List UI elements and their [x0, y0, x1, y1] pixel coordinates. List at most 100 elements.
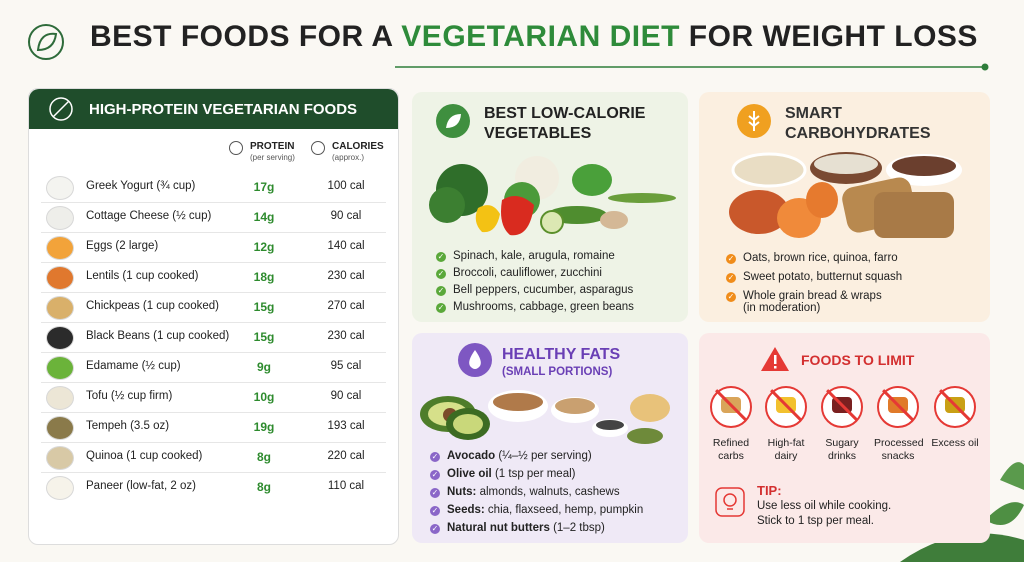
veg-icon [436, 104, 470, 138]
title-end: FOR WEIGHT LOSS [688, 20, 978, 53]
food-name: Tofu (½ cup firm) [86, 390, 173, 402]
bullet-item: Natural nut butters (1–2 tbsp) [447, 522, 605, 534]
bullet-icon: ✓ [726, 254, 736, 264]
food-name: Tempeh (3.5 oz) [86, 420, 170, 432]
protein-value: 10g [253, 390, 275, 404]
bullet-text: (1–2 tbsp) [553, 522, 605, 534]
row-divider [41, 472, 386, 473]
food-image [46, 356, 74, 380]
food-image [46, 296, 74, 320]
tip-line: Stick to 1 tsp per meal. [757, 515, 874, 527]
vegetables-title: BEST LOW-CALORIE VEGETABLES [484, 105, 646, 142]
protein-value: 19g [253, 420, 275, 434]
protein-value: 12g [253, 240, 275, 254]
limit-label: Sugary drinks [825, 437, 859, 462]
fats-image [420, 390, 670, 444]
food-name: Edamame (½ cup) [86, 360, 181, 372]
calorie-value: 90 cal [330, 210, 362, 222]
bullet-item: Oats, brown rice, quinoa, farro [743, 252, 898, 264]
carbs-title: SMART CARBOHYDRATES [785, 105, 931, 142]
bullet-item: Seeds: chia, flaxseed, hemp, pumpkin [447, 504, 643, 516]
food-name: Greek Yogurt (¾ cup) [86, 180, 196, 192]
calorie-value: 230 cal [327, 330, 365, 342]
column-note: (approx.) [332, 153, 365, 162]
bullet-bold: Avocado [447, 450, 496, 462]
bullet-icon: ✓ [430, 524, 440, 534]
calorie-value: 110 cal [327, 480, 365, 492]
limit-label: Refined carbs [712, 437, 750, 462]
warning-icon [761, 347, 789, 371]
carbs-icon [737, 104, 771, 138]
bullet-text: (¼–½ per serving) [498, 450, 592, 462]
protein-value: 8g [256, 480, 271, 494]
veg-image [429, 156, 676, 236]
protein-value: 14g [253, 210, 275, 224]
calorie-value: 230 cal [327, 270, 365, 282]
row-divider [41, 352, 386, 353]
fats-title: HEALTHY FATS [502, 346, 621, 363]
bullet-bold: Seeds: [447, 504, 485, 516]
food-image [46, 446, 74, 470]
bullet-icon: ✓ [430, 470, 440, 480]
calorie-value: 270 cal [327, 300, 365, 312]
column-icon [311, 141, 325, 155]
protein-icon [49, 97, 73, 121]
title-start: BEST FOODS FOR A [90, 20, 393, 53]
row-divider [41, 322, 386, 323]
row-divider [41, 412, 386, 413]
protein-value: 17g [253, 180, 275, 194]
calorie-value: 140 cal [327, 240, 365, 252]
bullet-item: Sweet potato, butternut squash [743, 271, 903, 283]
bullet-item: Olive oil (1 tsp per meal) [447, 468, 575, 480]
bullet-text: chia, flaxseed, hemp, pumpkin [487, 504, 644, 516]
limit-label: Excess oil [931, 437, 979, 449]
bullet-item: Spinach, kale, arugula, romaine [453, 250, 615, 262]
carbs-card: SMART CARBOHYDRATES [699, 92, 990, 322]
calorie-value: 100 cal [327, 180, 365, 192]
title: BEST FOODS FOR A VEGETARIAN DIET FOR WEI… [90, 20, 978, 54]
limit-label: Processed snacks [874, 437, 924, 462]
bullet-bold: Nuts: [447, 486, 477, 498]
tip-text: Use less oil while cooking. Stick to 1 t… [757, 499, 891, 529]
calorie-value: 193 cal [327, 420, 365, 432]
protein-title: HIGH-PROTEIN VEGETARIAN FOODS [89, 101, 358, 118]
food-name: Lentils (1 cup cooked) [86, 270, 199, 282]
bullet-item: Bell peppers, cucumber, asparagus [453, 284, 634, 296]
title-highlight: VEGETARIAN DIET [401, 20, 680, 53]
food-name: Chickpeas (1 cup cooked) [86, 300, 219, 312]
column-icon [229, 141, 243, 155]
bullet-item: Avocado (¼–½ per serving) [447, 450, 592, 462]
protein-header [29, 89, 398, 129]
bullet-icon: ✓ [436, 286, 446, 296]
protein-value: 9g [256, 360, 271, 374]
fats-card: HEALTHY FATS (SMALL PORTIONS) [412, 333, 688, 543]
food-image [46, 236, 74, 260]
row-divider [41, 382, 386, 383]
food-name: Eggs (2 large) [86, 240, 159, 252]
food-image [46, 386, 74, 410]
row-divider [41, 202, 386, 203]
vegetables-card: BEST LOW-CALORIE VEGETABLES [412, 92, 688, 322]
bullet-icon: ✓ [430, 506, 440, 516]
bullet-icon: ✓ [436, 269, 446, 279]
food-name: Black Beans (1 cup cooked) [86, 330, 230, 342]
column-label: CALORIES [332, 141, 384, 152]
calorie-value: 220 cal [327, 450, 365, 462]
column-note: (per serving) [250, 153, 295, 162]
row-divider [41, 442, 386, 443]
bullet-text: (1 tsp per meal) [494, 468, 576, 480]
protein-value: 8g [256, 450, 271, 464]
protein-value: 15g [253, 300, 275, 314]
food-name: Cottage Cheese (½ cup) [86, 210, 212, 222]
bullet-icon: ✓ [726, 292, 736, 302]
bullet-item: Mushrooms, cabbage, green beans [453, 301, 634, 313]
bullet-icon: ✓ [436, 252, 446, 262]
food-name: Paneer (low-fat, 2 oz) [86, 480, 196, 492]
row-divider [41, 232, 386, 233]
row-divider [41, 292, 386, 293]
food-image [46, 476, 74, 500]
fats-icon [458, 343, 492, 377]
bullet-bold: Natural nut butters [447, 522, 550, 534]
bullet-icon: ✓ [726, 273, 736, 283]
